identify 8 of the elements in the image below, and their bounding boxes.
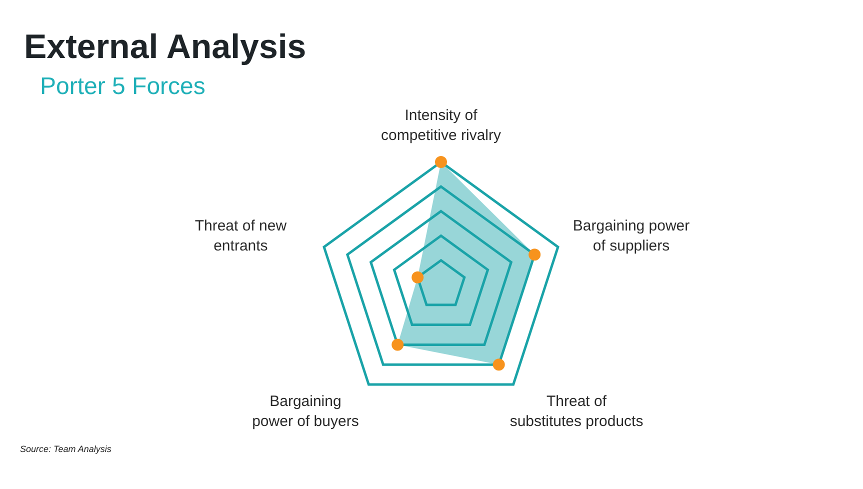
spoke-label: Bargaining power of buyers bbox=[252, 392, 359, 430]
spoke-label: Threat of substitutes products bbox=[510, 392, 644, 430]
chart-subtitle: Porter 5 Forces bbox=[40, 73, 206, 100]
spoke-label: Intensity of competitive rivalry bbox=[380, 107, 502, 144]
chart-title: External Analysis bbox=[24, 28, 306, 66]
spoke-label: Bargaining power of suppliers bbox=[572, 218, 690, 255]
spoke-label: Threat of new entrants bbox=[194, 218, 287, 255]
source-note: Source: Team Analysis bbox=[20, 444, 112, 454]
